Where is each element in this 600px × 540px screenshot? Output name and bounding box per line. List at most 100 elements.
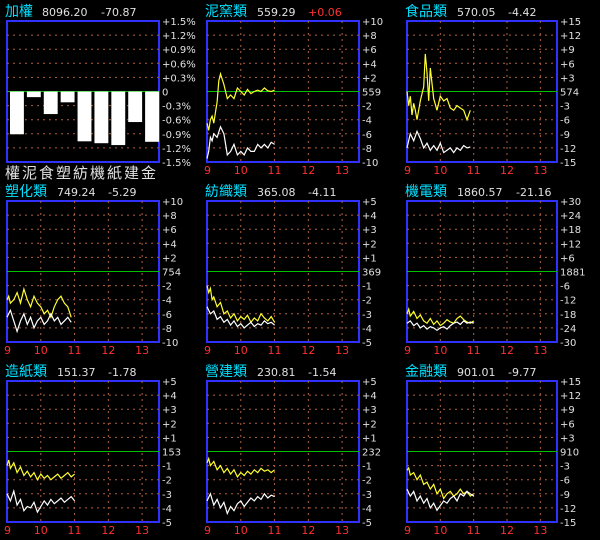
y-tick-label: -5 [362,518,372,529]
y-tick-label: -24 [560,324,576,335]
y-tick-label: 754 [162,268,181,279]
bar-2 [26,91,41,98]
category-label: 機 [90,164,105,182]
bar-9 [145,91,159,142]
y-tick-label: -30 [560,338,576,349]
y-tick-label: +2 [362,239,377,250]
y-tick-label: -3 [362,490,372,501]
y-tick-label: +3 [362,405,377,416]
y-tick-label: -5 [362,338,372,349]
hour-label: 12 [101,344,115,357]
hour-label: 12 [301,164,315,177]
hour-label: 13 [135,344,149,357]
index-value: 570.05 [457,6,496,19]
reference-line [6,308,72,334]
hour-label: 13 [335,524,349,537]
hour-label: 10 [234,524,248,537]
hour-label: 11 [268,524,282,537]
bar-6 [94,91,109,144]
panel-name: 造紙類 [5,364,47,380]
y-tick-label: -3 [162,490,172,501]
y-tick-label: -4 [162,296,172,307]
index-value: 230.81 [257,366,296,379]
y-tick-label: +12 [560,239,581,250]
y-tick-label: +0.3% [162,73,196,84]
change-value: -70.87 [101,6,136,19]
bar-1 [10,91,24,135]
y-tick-label: -15 [560,518,576,529]
index-value: 8096.20 [42,6,88,19]
y-tick-label: +18 [560,225,581,236]
y-tick-label: +4 [362,391,377,402]
change-value: -9.77 [508,366,536,379]
y-tick-label: -2 [362,102,372,113]
category-label: 紡 [73,164,88,182]
panel-name: 金融類 [405,364,447,380]
panel-name: 加權 [5,4,33,20]
y-tick-label: -6 [560,116,570,127]
y-tick-label: +6 [362,45,377,56]
bar-5 [77,91,92,142]
y-tick-label: +4 [362,59,377,70]
panel-name: 機電類 [405,184,447,200]
reference-line [6,488,76,514]
change-value: -5.29 [108,186,136,199]
reference-line [406,129,471,154]
reference-line [206,306,275,329]
hour-label: 11 [467,524,481,537]
y-tick-label: -6 [560,282,570,293]
y-tick-label: -2 [162,282,172,293]
y-tick-label: +0.9% [162,45,196,56]
y-tick-label: -1 [362,282,372,293]
y-tick-label: -8 [162,324,172,335]
hour-label: 9 [4,524,11,537]
y-tick-label: +2 [362,73,377,84]
price-line [406,466,475,500]
y-tick-label: +6 [560,253,575,264]
y-tick-label: +1 [162,433,177,444]
y-tick-label: 369 [362,268,381,279]
index-value: 749.24 [57,186,96,199]
y-tick-label: -4 [362,116,372,127]
hour-label: 12 [101,524,115,537]
y-tick-label: -1.5% [162,158,191,169]
y-tick-label: +8 [162,211,177,222]
category-label: 泥 [22,164,37,182]
y-tick-label: +3 [362,225,377,236]
y-tick-label: +5 [362,377,377,388]
y-tick-label: -4 [362,324,372,335]
category-label: 建 [124,164,139,182]
y-tick-label: +10 [162,197,183,208]
index-value: 1860.57 [457,186,503,199]
y-tick-label: +6 [560,419,575,430]
y-tick-label: -2 [362,296,372,307]
y-tick-label: -8 [362,144,372,155]
category-label: 塑 [56,164,71,182]
index-value: 365.08 [257,186,296,199]
price-line [406,53,471,122]
y-tick-label: -0.3% [162,102,191,113]
hour-label: 10 [433,524,447,537]
y-tick-label: +8 [362,31,377,42]
price-line [406,306,475,327]
category-label: 金 [141,164,156,182]
hour-label: 9 [204,344,211,357]
y-tick-label: -0.9% [162,130,191,141]
y-tick-label: +10 [362,17,383,28]
y-tick-label: +6 [560,59,575,70]
change-value: -4.11 [308,186,336,199]
y-tick-label: -12 [560,504,576,515]
category-label: 權 [5,164,20,182]
reference-line [206,125,275,159]
y-tick-label: 0 [162,88,168,99]
y-tick-label: +9 [560,405,575,416]
hour-label: 11 [268,164,282,177]
y-tick-label: +1 [362,253,377,264]
hour-label: 9 [404,344,411,357]
panel-name: 食品類 [405,3,447,20]
y-tick-label: +9 [560,45,575,56]
y-tick-label: +2 [362,419,377,430]
y-tick-label: -0.6% [162,116,191,127]
bar-8 [128,91,143,123]
index-value: 151.37 [57,366,96,379]
